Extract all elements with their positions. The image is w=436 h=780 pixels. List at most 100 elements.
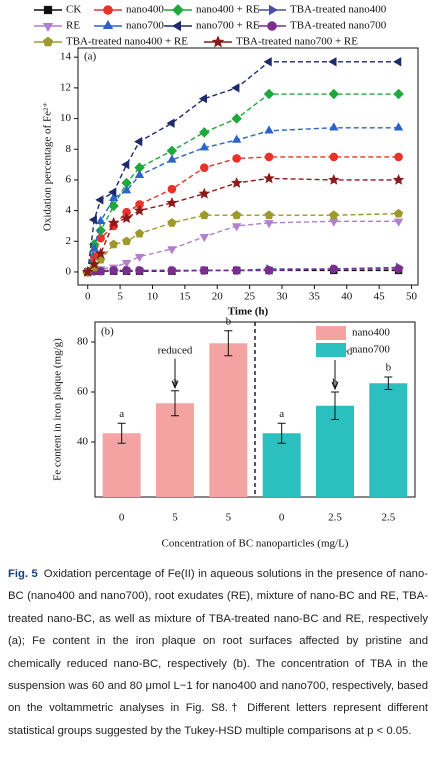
bar (316, 405, 354, 497)
y-tick-label: 0 (66, 265, 72, 277)
marker (108, 200, 119, 212)
marker (82, 265, 94, 277)
marker (268, 4, 278, 16)
legend-label: TBA-treated nano700 (290, 20, 387, 32)
marker (95, 195, 104, 205)
marker (109, 239, 119, 249)
marker (88, 215, 97, 225)
marker (264, 152, 274, 162)
significance-letter: a (279, 408, 284, 420)
legend-label: nano700 + RE (196, 20, 260, 32)
x-tick-label: 20 (212, 291, 224, 303)
annotation-arrow (171, 358, 179, 390)
panel-label: (a) (84, 51, 97, 63)
legend-label: nano400 (126, 4, 164, 16)
y-tick-label: 2 (66, 235, 72, 247)
significance-letter: b (226, 315, 232, 327)
marker (88, 258, 100, 270)
x-axis-title: Time (h) (228, 306, 269, 318)
x-tick-label: 5 (117, 291, 123, 303)
y-tick-label: 12 (60, 81, 71, 93)
annotation: reduced (158, 344, 193, 356)
legend-label: nano400 (352, 327, 390, 339)
marker (329, 152, 339, 162)
error-bar (171, 390, 179, 417)
marker (230, 177, 243, 188)
marker (394, 152, 403, 162)
marker (328, 57, 337, 67)
marker (166, 196, 178, 208)
x-tick-label: 0 (85, 291, 91, 303)
y-tick-label: 8 (66, 143, 72, 155)
x-axis-title: Concentration of BC nanoparticles (mg/L) (162, 538, 349, 550)
marker (108, 192, 119, 202)
x-tick-label: 25 (244, 291, 256, 303)
marker (172, 20, 181, 32)
marker (166, 118, 175, 128)
marker (329, 210, 339, 220)
marker (133, 204, 146, 216)
x-tick-label: 5 (172, 512, 178, 524)
y-tick-label: 40 (77, 436, 89, 448)
caption-text: Oxidation percentage of Fe(II) in aqueou… (8, 568, 428, 737)
y-axis-title: Fe content in iron plaque (mg/g) (52, 338, 64, 481)
marker (231, 113, 242, 124)
marker (393, 57, 402, 67)
marker (120, 212, 133, 224)
marker (94, 247, 107, 259)
x-tick-label: 15 (179, 291, 191, 303)
marker (328, 173, 340, 185)
legend-label: nano700 (352, 344, 390, 356)
marker (232, 154, 241, 163)
legend-swatch (316, 343, 346, 357)
caption-label: Fig. 5 (8, 568, 38, 580)
marker (232, 210, 242, 220)
marker (43, 5, 53, 15)
x-tick-label: 45 (374, 291, 386, 303)
marker (89, 243, 99, 252)
x-tick-label: 0 (279, 512, 285, 524)
series-line (87, 212, 399, 273)
bar (102, 433, 141, 497)
x-tick-label: 2.5 (328, 512, 342, 524)
legend-swatch (316, 326, 346, 340)
marker (167, 218, 177, 227)
marker (392, 173, 405, 185)
series-line (87, 61, 399, 273)
plot-frame (77, 47, 419, 286)
legend-label: TBA-treated nano700 + RE (236, 36, 358, 48)
marker (328, 88, 340, 100)
panel-label: (b) (101, 326, 114, 338)
x-tick-label: 50 (406, 291, 418, 303)
y-tick-label: 80 (77, 336, 89, 348)
marker (102, 20, 114, 30)
error-bar (277, 422, 286, 444)
marker (107, 216, 120, 228)
series-line (87, 93, 399, 273)
marker (263, 172, 275, 184)
legend-label: CK (66, 4, 81, 16)
marker (264, 125, 274, 134)
marker (172, 4, 184, 16)
marker (231, 83, 240, 93)
marker (42, 22, 54, 32)
marker (95, 225, 106, 236)
marker (393, 218, 404, 227)
y-tick-label: 6 (66, 173, 72, 185)
x-tick-label: 2.5 (381, 512, 395, 524)
marker (121, 260, 132, 269)
marker (198, 93, 207, 104)
caption: Fig. 5 Oxidation percentage of Fe(II) in … (8, 563, 428, 742)
marker (394, 208, 404, 218)
marker (134, 136, 143, 147)
marker (109, 266, 118, 275)
x-tick-label: 35 (309, 291, 321, 303)
marker (199, 127, 210, 138)
marker (103, 5, 113, 15)
error-bar (384, 376, 393, 390)
marker (121, 185, 132, 194)
marker (121, 159, 130, 170)
legend-label: nano400 + RE (196, 4, 260, 16)
marker (263, 88, 275, 100)
